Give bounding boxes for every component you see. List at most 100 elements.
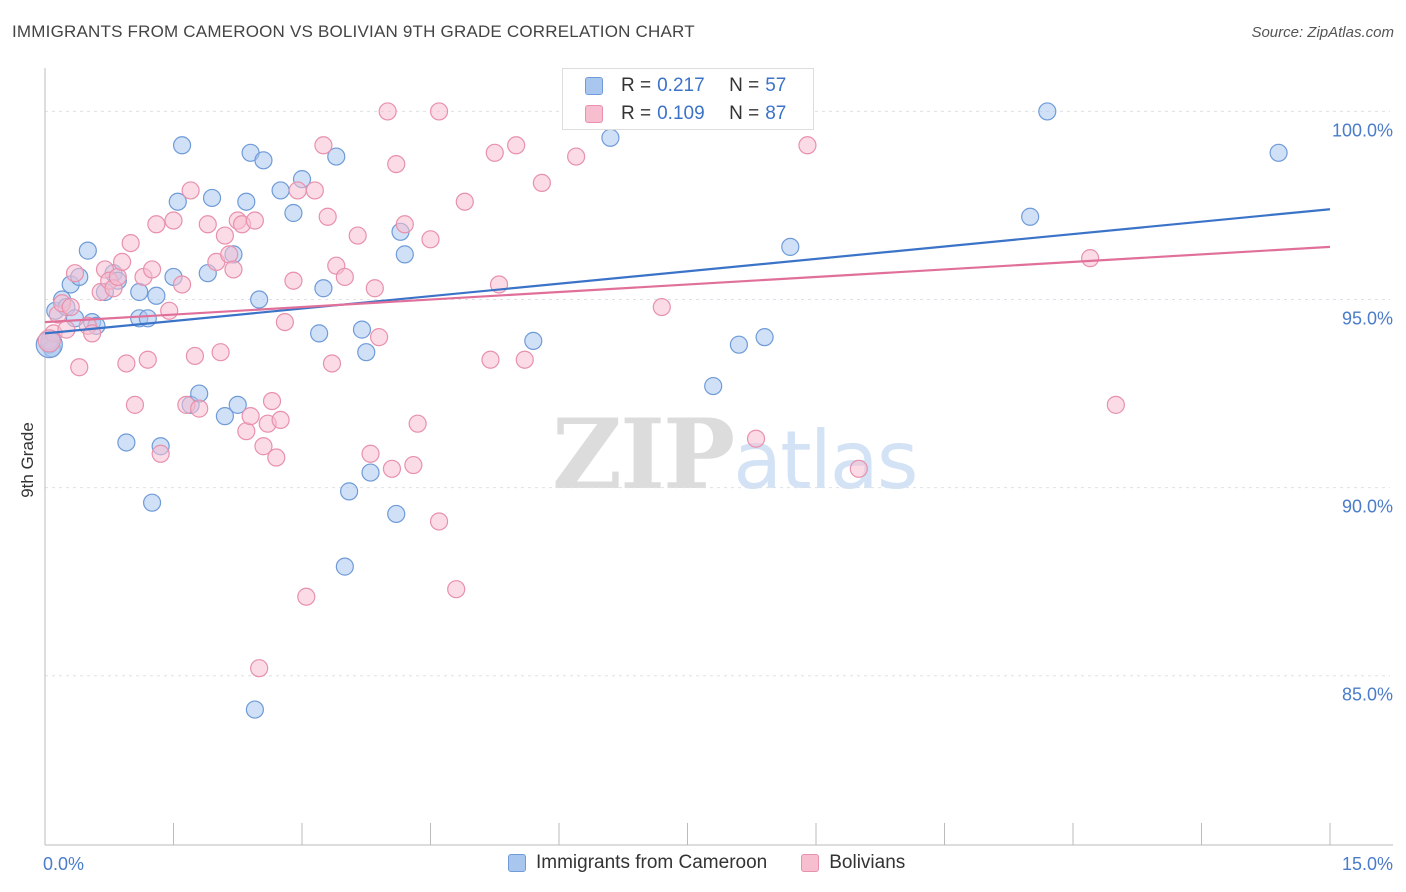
point-bolivian [314, 136, 333, 155]
legend-item-bolivians[interactable]: Bolivians [801, 852, 905, 874]
point-cameroon [237, 192, 256, 211]
point-bolivian [262, 391, 282, 411]
watermark: ZIPatlas [552, 398, 919, 511]
point-bolivian [404, 455, 423, 475]
point-bolivian [305, 181, 324, 200]
stats-r-value: 0.217 [657, 75, 705, 96]
stats-swatch-bolivians [585, 105, 603, 123]
stats-r-label: R = [621, 75, 652, 96]
point-cameroon [729, 335, 749, 354]
point-bolivian [190, 399, 209, 418]
point-bolivian [125, 395, 145, 414]
point-bolivian [151, 444, 170, 463]
point-bolivian [798, 136, 817, 155]
stats-legend-box: R = 0.217 N = 57 R = 0.109 N = 87 [562, 68, 814, 130]
point-bolivian [185, 346, 205, 366]
point-cameroon [1021, 207, 1040, 226]
point-cameroon [395, 245, 414, 264]
point-bolivian [112, 252, 132, 272]
point-bolivian [532, 173, 551, 193]
point-cameroon [172, 136, 192, 155]
point-bolivian [142, 260, 162, 279]
point-bolivian [215, 226, 234, 245]
point-cameroon [142, 493, 162, 512]
point-bolivian [515, 350, 534, 369]
point-cameroon [130, 282, 149, 302]
point-bolivian [652, 297, 671, 317]
trend-line-cameroon [44, 208, 1331, 335]
point-cameroon [352, 320, 372, 339]
trend-lines [44, 208, 1331, 335]
watermark-atlas: atlas [733, 414, 918, 507]
legend-label-bolivians: Bolivians [829, 852, 906, 873]
point-bolivian [387, 154, 406, 174]
point-bolivian [746, 429, 766, 448]
point-cameroon [755, 328, 774, 347]
stats-row-bolivians: R = 0.109 N = 87 [585, 101, 787, 127]
point-bolivian [250, 659, 269, 678]
point-bolivian [322, 354, 342, 373]
point-bolivian [485, 143, 504, 162]
point-bolivian [121, 233, 140, 253]
trend-line-bolivians [44, 245, 1331, 324]
point-cameroon [524, 331, 543, 351]
point-bolivian [37, 329, 61, 353]
x-tick-label: 0.0% [43, 854, 84, 874]
point-bolivian [361, 444, 380, 463]
point-bolivian [241, 407, 260, 426]
legend-label-cameroon: Immigrants from Cameroon [536, 852, 768, 873]
point-cameroon [601, 128, 620, 147]
point-bolivian [849, 459, 868, 478]
watermark-zip: ZIP [552, 398, 735, 511]
point-cameroon [1269, 143, 1288, 162]
point-bolivian [1081, 249, 1100, 268]
point-bolivian [198, 215, 217, 234]
point-bolivian [220, 245, 239, 264]
point-bolivian [108, 267, 127, 287]
point-cameroon [245, 700, 264, 719]
point-bolivian [395, 215, 414, 234]
point-cameroon [250, 290, 269, 309]
point-bolivian [455, 192, 474, 211]
point-bolivian [429, 102, 449, 121]
stats-n-value: 87 [765, 103, 787, 124]
point-bolivian [318, 207, 337, 226]
source-label: Source: ZipAtlas.com [1251, 24, 1394, 41]
point-bolivian [70, 358, 89, 377]
point-bolivian [378, 102, 397, 121]
point-bolivian [408, 414, 427, 433]
point-bolivian [254, 437, 273, 456]
point-bolivian [365, 279, 384, 298]
point-bolivian [288, 181, 307, 200]
point-bolivian [507, 136, 526, 155]
y-tick-label: 100.0% [1332, 120, 1393, 140]
stats-n-label: N = [729, 75, 760, 96]
point-bolivian [370, 328, 389, 347]
point-cameroon [327, 147, 346, 166]
point-bolivian [181, 181, 200, 200]
point-bolivian [237, 422, 256, 441]
point-bolivian [447, 580, 466, 599]
point-cameroon [147, 286, 166, 305]
point-bolivian [117, 354, 136, 373]
point-cameroon [168, 192, 187, 211]
point-cameroon [271, 181, 290, 200]
legend: Immigrants from Cameroon Bolivians [508, 852, 939, 874]
point-bolivian [271, 410, 290, 430]
point-bolivian [567, 147, 586, 166]
point-cameroon [202, 188, 222, 208]
point-bolivian [1106, 395, 1125, 414]
point-cameroon [254, 151, 273, 170]
stats-r-label: R = [621, 103, 652, 124]
point-bolivian [164, 211, 183, 230]
point-bolivian [138, 350, 157, 369]
point-cameroon [340, 482, 359, 501]
legend-item-cameroon[interactable]: Immigrants from Cameroon [508, 852, 767, 874]
point-cameroon [357, 343, 376, 362]
point-bolivian [211, 343, 230, 362]
point-cameroon [78, 241, 97, 260]
point-bolivian [481, 350, 500, 369]
point-bolivian [172, 275, 192, 294]
stats-row-cameroon: R = 0.217 N = 57 [585, 73, 786, 99]
data-points [35, 102, 1288, 719]
